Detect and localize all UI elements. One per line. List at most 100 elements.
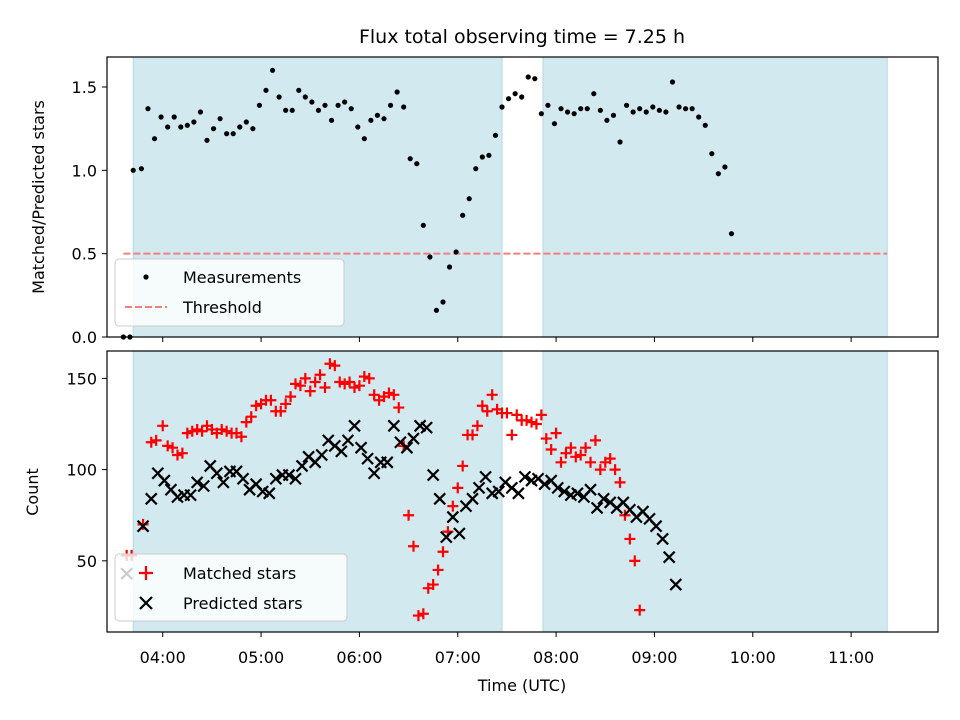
measurement-point bbox=[505, 96, 512, 102]
measurement-point bbox=[361, 136, 367, 142]
matched-star-point bbox=[324, 358, 336, 370]
matched-star-point bbox=[545, 444, 557, 456]
predicted-star-point bbox=[282, 468, 296, 482]
matched-star-point bbox=[437, 546, 449, 558]
measurement-point bbox=[545, 102, 551, 108]
predicted-star-point bbox=[440, 530, 453, 544]
matched-star-point bbox=[299, 372, 311, 384]
predicted-star-point bbox=[136, 519, 150, 533]
measurement-point bbox=[204, 137, 210, 143]
measurement-point bbox=[302, 94, 308, 100]
measurement-point bbox=[237, 124, 243, 130]
predicted-star-point bbox=[361, 452, 374, 465]
matched-star-point bbox=[304, 385, 316, 397]
predicted-star-point bbox=[236, 472, 250, 486]
plot-frame bbox=[106, 350, 939, 633]
legend-box bbox=[114, 258, 345, 327]
measurement-point bbox=[446, 264, 453, 270]
chart-title: Flux total observing time = 7.25 h bbox=[359, 26, 685, 48]
measurement-point bbox=[315, 107, 322, 113]
measurement-point bbox=[394, 89, 400, 95]
predicted-star-point bbox=[407, 432, 420, 445]
matched-star-point bbox=[285, 391, 297, 403]
measurement-point bbox=[492, 132, 499, 138]
predicted-star-point bbox=[295, 459, 309, 473]
matched-star-point bbox=[162, 440, 174, 452]
predicted-star-point bbox=[184, 488, 197, 502]
predicted-star-point bbox=[315, 448, 328, 462]
matched-star-point bbox=[383, 387, 395, 399]
matched-star-point bbox=[329, 360, 341, 372]
axis-ticks: 0.0 0.5 1.0 1.5 bbox=[72, 78, 852, 347]
shaded-interval bbox=[542, 57, 888, 337]
measurement-point bbox=[138, 166, 145, 172]
matched-star-point bbox=[240, 416, 252, 428]
measurement-point bbox=[676, 104, 682, 110]
matched-star-point bbox=[604, 453, 616, 465]
predicted-star-point bbox=[210, 466, 224, 480]
matched-star-point bbox=[624, 533, 636, 545]
plot-frame bbox=[106, 56, 939, 338]
x-tick-label: 10:00 bbox=[730, 648, 776, 667]
matched-star-point bbox=[245, 411, 257, 423]
measurement-point bbox=[296, 87, 302, 93]
matched-star-point bbox=[521, 414, 533, 426]
matched-star-point bbox=[157, 420, 169, 432]
predicted-star-point bbox=[158, 474, 171, 487]
measurement-point bbox=[499, 104, 505, 110]
measurement-point bbox=[453, 249, 459, 255]
measurement-point bbox=[591, 91, 597, 97]
matched-star-point bbox=[176, 447, 188, 459]
measurement-point bbox=[473, 166, 479, 172]
axis-ticks: 04:00 05:00 06:00 07:00 08:00 09:00 10:00 11:00… bbox=[66, 369, 874, 667]
matched-star-point bbox=[634, 604, 646, 616]
measurement-point bbox=[381, 116, 387, 122]
predicted-star-point bbox=[217, 476, 230, 489]
legend-label-measurements: Measurements bbox=[183, 268, 301, 287]
measurement-point bbox=[610, 112, 617, 118]
x-tick-label: 07:00 bbox=[435, 648, 481, 667]
y-axis-label: Matched/Predicted stars bbox=[29, 100, 48, 294]
measurement-point bbox=[637, 106, 643, 112]
y-tick-label: 0.0 bbox=[72, 328, 97, 347]
matched-star-point bbox=[137, 518, 149, 530]
matched-star-point bbox=[614, 476, 626, 488]
matched-star-point bbox=[171, 449, 183, 461]
matched-star-point bbox=[145, 436, 157, 448]
predicted-star-point bbox=[479, 470, 492, 484]
matched-star-point bbox=[452, 482, 464, 494]
matched-star-point bbox=[250, 400, 262, 412]
predicted-star-point bbox=[420, 421, 433, 434]
matched-star-point bbox=[457, 460, 469, 472]
matched-star-point bbox=[467, 429, 479, 441]
measurement-point bbox=[230, 131, 236, 137]
x-tick-label: 06:00 bbox=[336, 648, 382, 667]
matched-star-point bbox=[309, 376, 321, 388]
y-tick-label: 150 bbox=[66, 369, 97, 388]
matched-star-point bbox=[486, 389, 498, 401]
predicted-star-point bbox=[197, 479, 210, 493]
measurement-point bbox=[322, 102, 328, 108]
measurement-point bbox=[263, 87, 269, 93]
measurement-point bbox=[584, 106, 590, 112]
measurement-point bbox=[151, 136, 158, 142]
matched-star-point bbox=[353, 380, 365, 392]
matched-star-point bbox=[280, 398, 292, 410]
measurement-point bbox=[564, 109, 571, 115]
measurement-point bbox=[512, 91, 518, 97]
matched-star-point bbox=[550, 427, 562, 439]
matched-star-point bbox=[526, 416, 538, 428]
legend-label-matched: Matched stars bbox=[183, 564, 296, 583]
matched-star-point bbox=[191, 423, 203, 435]
predicted-star-point bbox=[341, 434, 355, 447]
matched-star-point bbox=[408, 540, 420, 552]
matched-star-point bbox=[575, 449, 587, 461]
matched-star-point bbox=[585, 456, 597, 468]
measurement-point bbox=[289, 107, 295, 113]
predicted-star-point bbox=[512, 487, 525, 500]
measurement-point bbox=[269, 67, 276, 73]
y-tick-label: 1.5 bbox=[72, 78, 97, 97]
data-marks bbox=[120, 358, 683, 622]
matched-star-point bbox=[235, 431, 247, 443]
